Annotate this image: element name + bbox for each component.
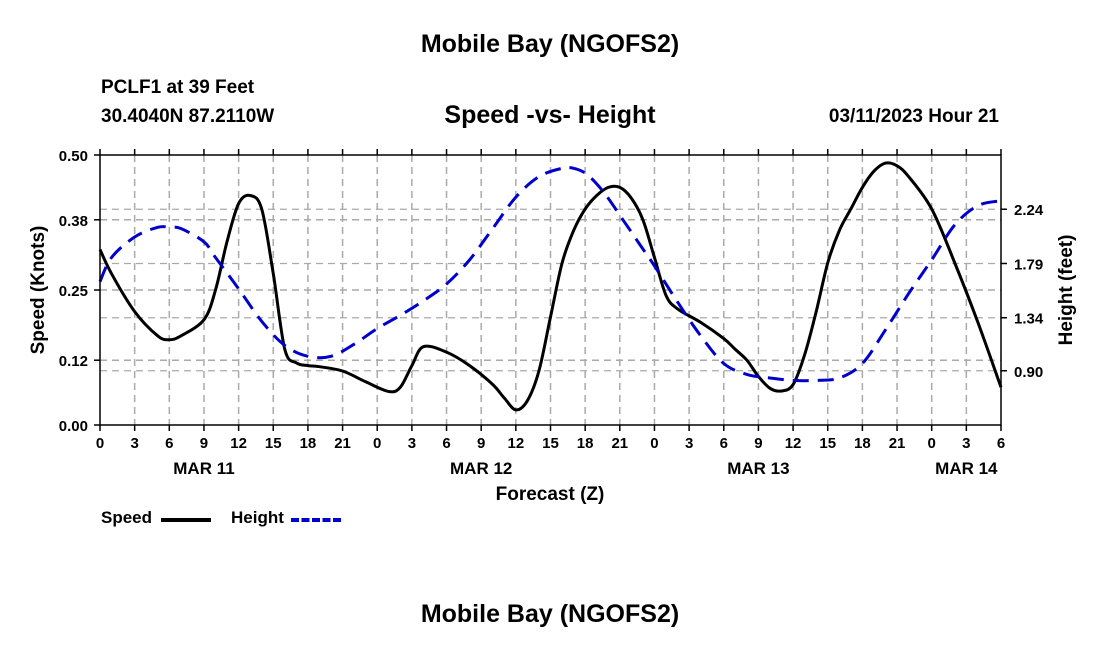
legend-speed-swatch bbox=[161, 518, 211, 522]
x-tick-label: 12 bbox=[230, 435, 247, 452]
x-tick-label: 12 bbox=[508, 435, 525, 452]
y-tick-label-left: 0.25 bbox=[59, 283, 88, 300]
series-height-line bbox=[98, 165, 1002, 383]
station-coords: 30.4040N 87.2110W bbox=[101, 106, 275, 127]
y-tick-label-left: 0.50 bbox=[59, 148, 88, 165]
y-axis-label-left: Speed (Knots) bbox=[28, 226, 49, 355]
main-title: Mobile Bay (NGOFS2) bbox=[420, 30, 680, 58]
x-tick-label: 6 bbox=[442, 435, 450, 452]
x-tick-label: 6 bbox=[997, 435, 1005, 452]
x-tick-label: 3 bbox=[962, 435, 970, 452]
y-tick-label-right: 1.34 bbox=[1014, 311, 1044, 328]
x-tick-label: 9 bbox=[477, 435, 485, 452]
series bbox=[98, 161, 1003, 412]
footer-title: Mobile Bay (NGOFS2) bbox=[420, 600, 680, 628]
y-tick-label-right: 1.79 bbox=[1014, 256, 1043, 273]
station-name: PCLF1 at 39 Feet bbox=[101, 77, 255, 98]
x-tick-label: 3 bbox=[130, 435, 138, 452]
x-tick-label: 18 bbox=[577, 435, 594, 452]
legend-height-label: Height bbox=[231, 508, 284, 527]
legend-speed-label: Speed bbox=[101, 508, 153, 527]
x-tick-label: 3 bbox=[408, 435, 416, 452]
y-tick-label-left: 0.38 bbox=[59, 213, 88, 230]
x-tick-label: 0 bbox=[373, 435, 381, 452]
x-tick-label: 15 bbox=[265, 435, 282, 452]
x-tick-label: 0 bbox=[96, 435, 104, 452]
x-tick-label: 9 bbox=[754, 435, 762, 452]
x-day-label: MAR 14 bbox=[935, 459, 998, 478]
series-speed-line bbox=[98, 161, 1003, 412]
x-tick-label: 0 bbox=[928, 435, 936, 452]
x-tick-label: 6 bbox=[720, 435, 728, 452]
x-day-label: MAR 13 bbox=[727, 459, 789, 478]
axes: 0.00 0.12 0.25 0.38 0.50 0.90 1.34 1.79 2.24 0 3 6 9… bbox=[59, 148, 1044, 478]
y-tick-label-left: 0.00 bbox=[59, 418, 88, 435]
x-day-label: MAR 12 bbox=[450, 459, 512, 478]
x-axis-label: Forecast (Z) bbox=[496, 484, 605, 505]
legend-height-swatch bbox=[291, 518, 341, 522]
x-tick-label: 6 bbox=[165, 435, 173, 452]
chart-datetime: 03/11/2023 Hour 21 bbox=[828, 106, 999, 127]
x-tick-label: 12 bbox=[785, 435, 802, 452]
x-tick-label: 18 bbox=[854, 435, 871, 452]
y-tick-label-right: 0.90 bbox=[1014, 364, 1043, 381]
chart-title: Speed -vs- Height bbox=[444, 101, 656, 129]
x-tick-label: 15 bbox=[819, 435, 836, 452]
y-tick-label-left: 0.12 bbox=[59, 353, 88, 370]
y-tick-label-right: 2.24 bbox=[1014, 202, 1044, 219]
x-tick-label: 9 bbox=[200, 435, 208, 452]
x-tick-label: 15 bbox=[542, 435, 559, 452]
x-tick-label: 18 bbox=[300, 435, 317, 452]
x-tick-label: 3 bbox=[685, 435, 693, 452]
x-day-label: MAR 11 bbox=[173, 459, 234, 478]
grid bbox=[100, 155, 1001, 425]
y-axis-label-right: Height (feet) bbox=[1056, 235, 1077, 346]
x-tick-label: 0 bbox=[650, 435, 658, 452]
x-tick-label: 21 bbox=[889, 435, 906, 452]
x-tick-label: 21 bbox=[334, 435, 351, 452]
x-tick-label: 21 bbox=[611, 435, 628, 452]
